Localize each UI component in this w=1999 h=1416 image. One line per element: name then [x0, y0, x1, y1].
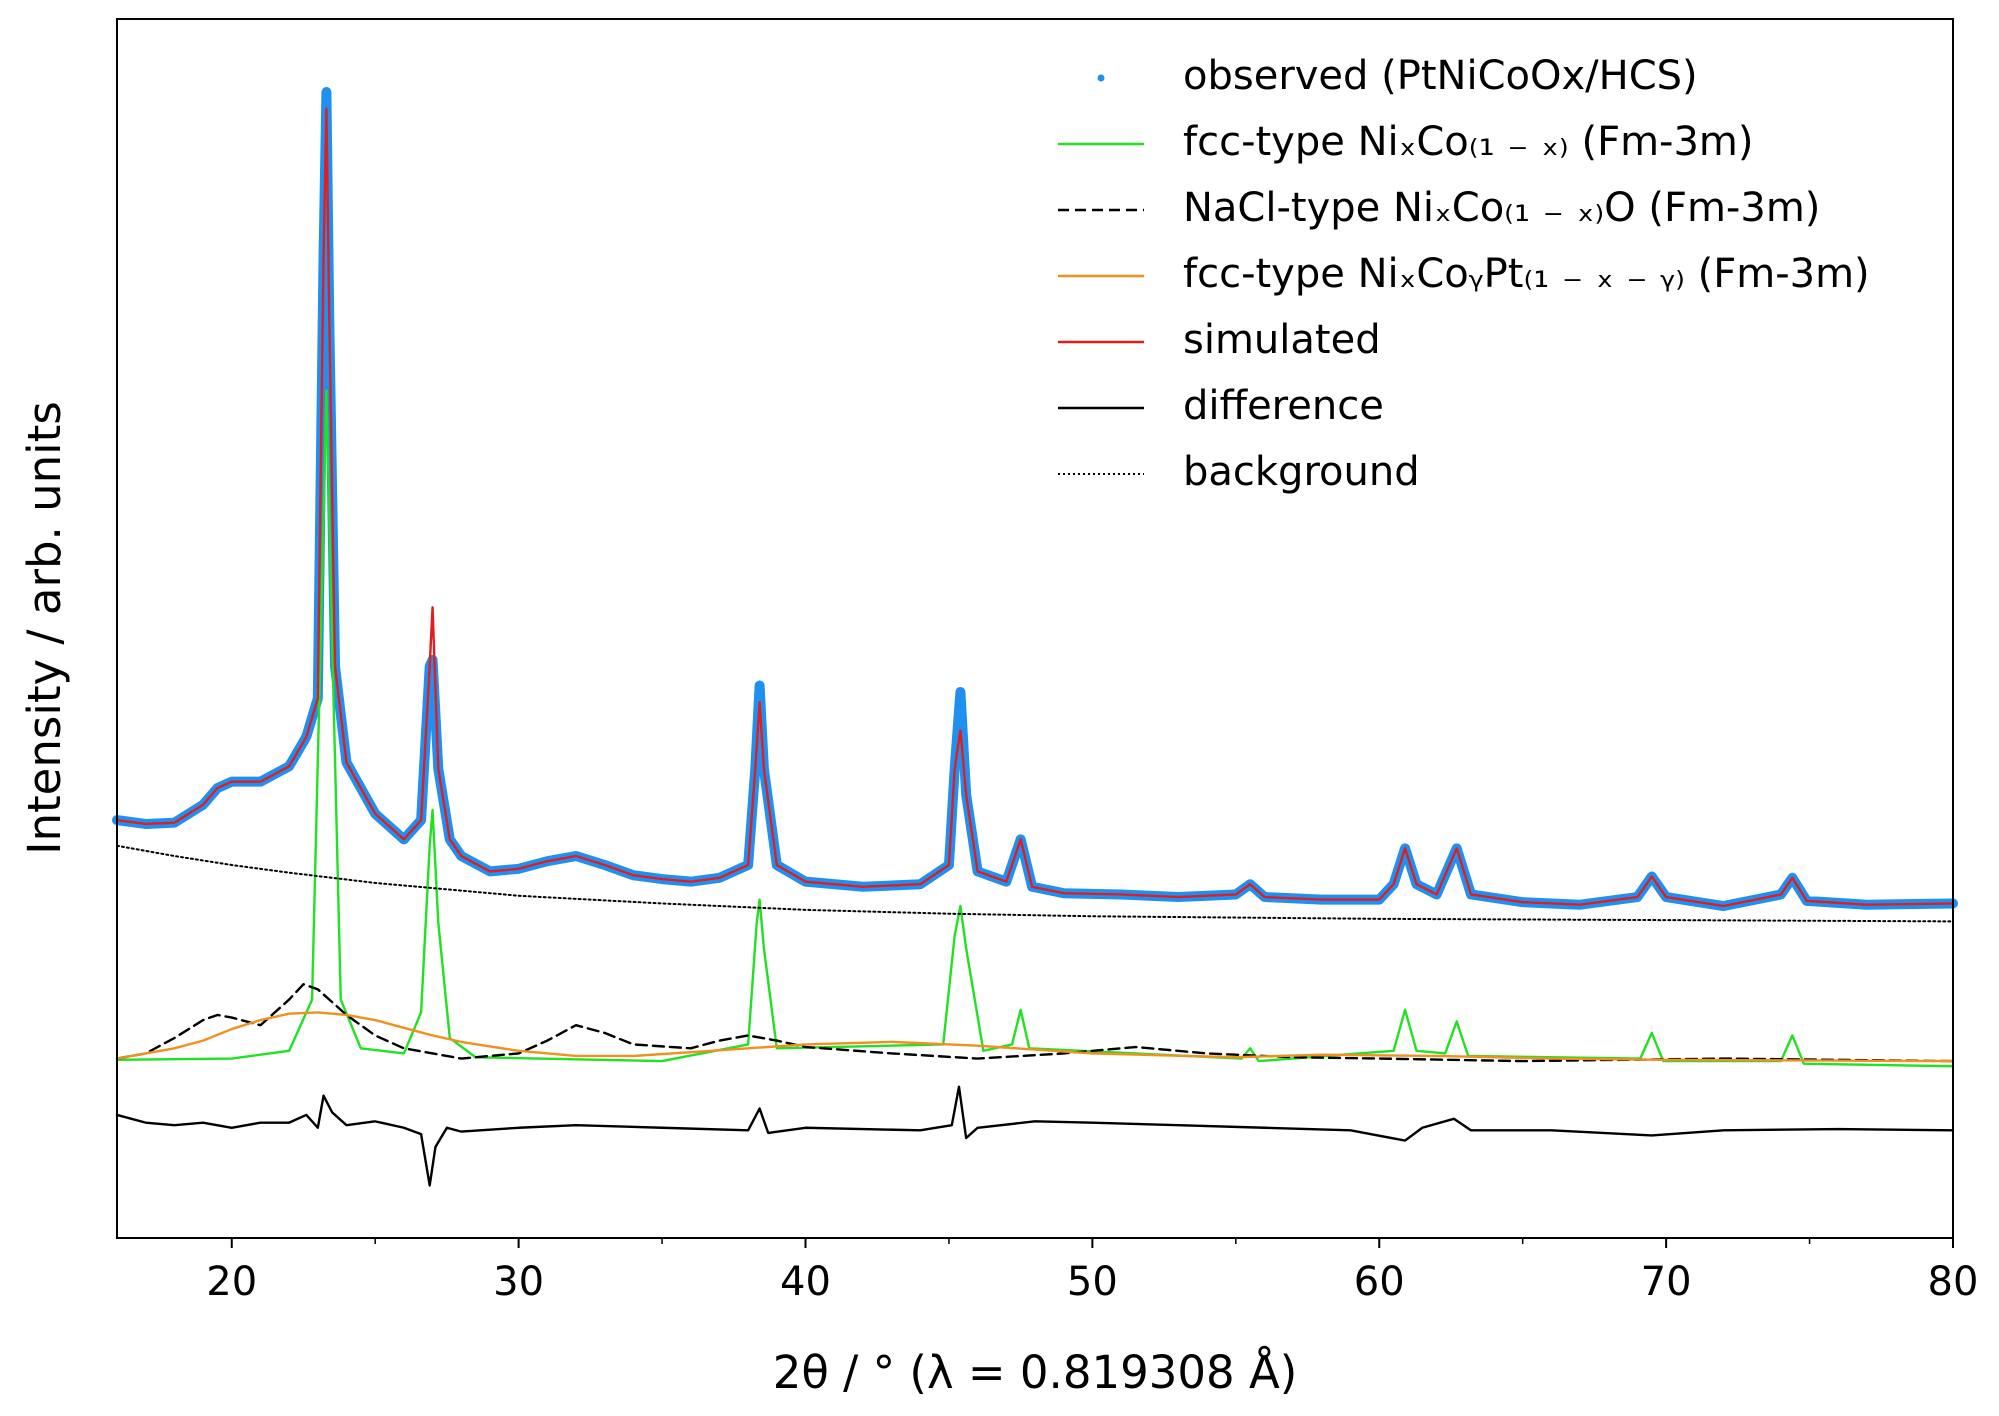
series-line — [115, 983, 1955, 1063]
x-tick-label: 70 — [1641, 1259, 1692, 1305]
legend-label: background — [1183, 449, 1420, 495]
y-axis-label: Intensity / arb. units — [18, 401, 71, 855]
x-tick-label: 60 — [1354, 1259, 1405, 1305]
legend-label: observed (PtNiCoOx/HCS) — [1183, 53, 1698, 99]
series-line — [115, 1011, 1955, 1063]
x-tick-label: 50 — [1067, 1259, 1118, 1305]
legend-label: NaCl-type NiₓCo₍₁ ₋ ₓ₎O (Fm-3m) — [1183, 185, 1820, 231]
plot-frame — [116, 18, 1954, 1239]
legend-label: fcc-type NiₓCo₍₁ ₋ ₓ₎ (Fm-3m) — [1183, 119, 1754, 165]
legend-marker — [1097, 74, 1105, 82]
legend-label: simulated — [1183, 317, 1381, 363]
legend-label: difference — [1183, 383, 1384, 429]
x-tick-label: 80 — [1928, 1259, 1979, 1305]
series-line — [115, 1085, 1955, 1187]
legend-label: fcc-type NiₓCoᵧPt₍₁ ₋ ₓ ₋ ᵧ₎ (Fm-3m) — [1183, 251, 1870, 297]
series-line — [115, 389, 1955, 1068]
series-line — [115, 107, 1955, 908]
series-line — [116, 844, 1954, 923]
x-axis-label: 2θ / ° (λ = 0.819308 Å) — [773, 1346, 1298, 1399]
x-tick-label: 40 — [780, 1259, 831, 1305]
x-tick-label: 20 — [206, 1259, 257, 1305]
x-tick-label: 30 — [493, 1259, 544, 1305]
